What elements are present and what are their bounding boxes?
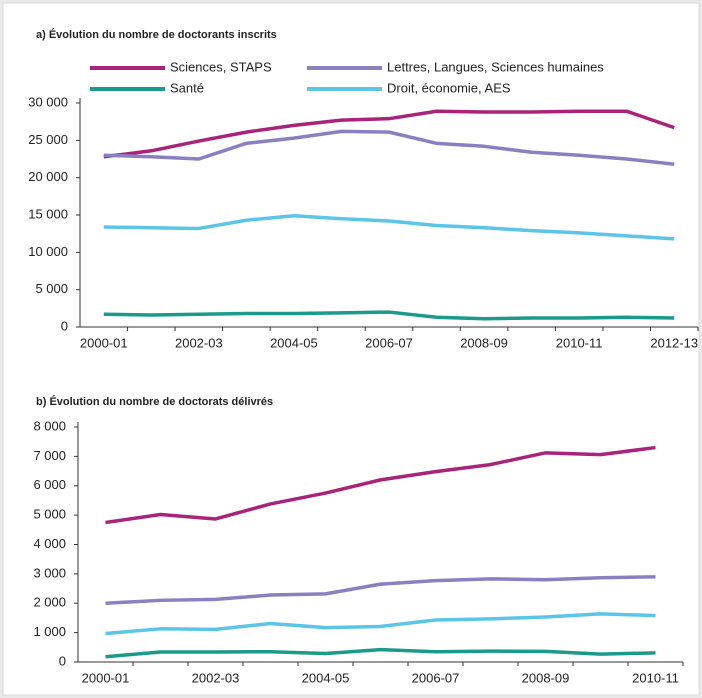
series-line — [105, 575, 656, 605]
y-tick-label: 20 000 — [28, 169, 68, 184]
y-tick-label: 4 000 — [33, 536, 66, 551]
legend-label: Droit, économie, AES — [387, 80, 511, 95]
x-tick-label: 2000-01 — [80, 335, 128, 350]
y-tick-label: 7 000 — [33, 448, 66, 463]
x-tick-label: 2010-11 — [556, 335, 603, 350]
y-tick-label: 1 000 — [33, 624, 66, 639]
y-tick-label: 10 000 — [28, 244, 68, 259]
y-tick-label: 5 000 — [35, 281, 68, 296]
series-line — [103, 129, 675, 166]
y-tick-label: 6 000 — [33, 477, 66, 492]
x-tick-label: 2006-07 — [365, 335, 413, 350]
x-tick-label: 2000-01 — [82, 670, 130, 685]
series-line — [105, 612, 656, 636]
x-tick-label: 2008-09 — [460, 335, 508, 350]
y-tick-label: 25 000 — [28, 132, 68, 147]
y-tick-label: 15 000 — [28, 206, 68, 221]
x-tick-label: 2008-09 — [522, 670, 570, 685]
legend-label: Santé — [170, 80, 204, 95]
series-line — [103, 109, 675, 159]
y-tick-label: 0 — [61, 318, 68, 333]
x-tick-label: 2004-05 — [302, 670, 350, 685]
series-line — [103, 213, 675, 241]
x-tick-label: 2004-05 — [270, 335, 318, 350]
y-tick-label: 2 000 — [33, 595, 66, 610]
legend-label: Lettres, Langues, Sciences humaines — [387, 59, 604, 74]
chart-title: b) Évolution du nombre de doctorats déli… — [36, 395, 273, 408]
y-tick-label: 8 000 — [33, 418, 66, 433]
x-tick-label: 2002-03 — [175, 335, 223, 350]
y-tick-label: 0 — [59, 653, 66, 668]
x-tick-label: 2006-07 — [412, 670, 460, 685]
y-tick-label: 3 000 — [33, 565, 66, 580]
x-tick-label: 2002-03 — [192, 670, 240, 685]
chart-title: a) Évolution du nombre de doctorants ins… — [36, 28, 277, 41]
x-tick-label: 2012-13 — [650, 335, 698, 350]
y-tick-label: 5 000 — [33, 507, 66, 522]
series-line — [103, 310, 675, 321]
x-tick-label: 2010-11 — [632, 670, 679, 685]
y-tick-label: 30 000 — [28, 94, 68, 109]
series-line — [105, 445, 656, 525]
legend-label: Sciences, STAPS — [170, 59, 272, 74]
series-line — [105, 647, 656, 659]
